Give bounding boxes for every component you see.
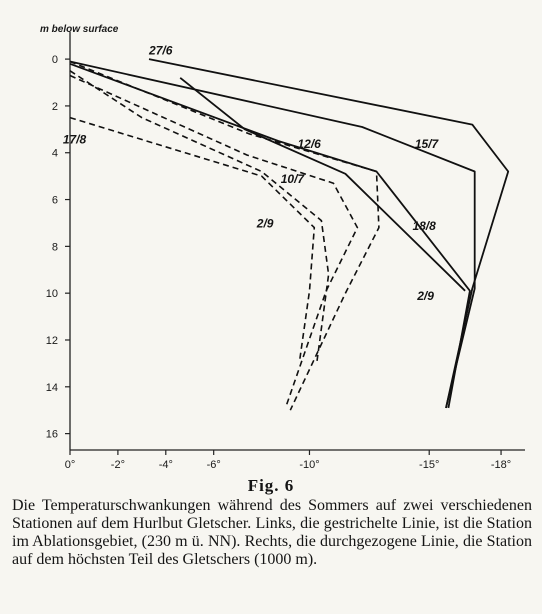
series-line-12-6-dashed [69,60,380,411]
series-line-2-9-solid [179,77,466,292]
y-tick-label: 14 [46,382,58,394]
y-tick-label: 10 [46,288,58,300]
series-line-15-7-solid [69,60,476,409]
temperature-depth-chart: m below surface 0 2 4 6 8 10 12 14 16 0° -2° -4° -6° -… [40,24,525,470]
figure-title: Fig. 6 [247,476,295,495]
series-label-12-6-dashed: 12/6 [298,137,322,151]
chart-axes: m below surface 0 2 4 6 8 10 12 14 16 0° -2° -4° -6° -… [40,24,525,470]
y-tick-label: 2 [52,101,58,113]
y-tick-label: 4 [52,148,58,160]
x-tick-label: -2° [111,459,125,470]
series-label-2-9-solid: 2/9 [416,289,434,303]
y-tick-label: 16 [46,429,58,441]
x-tick-label: -18° [491,459,511,470]
series-label-15-7-solid: 15/7 [415,137,440,151]
y-axis-label: m below surface [40,24,119,35]
series-label-18-8-solid: 18/8 [412,219,436,233]
chart-series [69,58,510,411]
series-line-2-9-dashed [69,70,330,364]
series-line-17-8-dashed [69,116,316,359]
figure-caption: Die Temperaturschwankungen während des S… [12,497,532,568]
series-line-10-7-dashed [69,74,359,409]
series-line-18-8-solid [69,62,471,409]
x-tick-label: -6° [207,459,221,470]
x-tick-label: 0° [65,459,76,470]
chart-series-labels: 27/6 15/7 18/8 2/9 12/6 10/7 2/9 17/8 [63,43,440,303]
y-tick-label: 8 [52,241,58,253]
series-label-2-9-dashed: 2/9 [256,217,274,231]
series-line-27-6-solid [148,58,510,409]
y-tick-label: 6 [52,195,58,207]
y-tick-label: 12 [46,335,58,347]
x-tick-label: -4° [159,459,173,470]
x-tick-label: -10° [299,459,319,470]
series-label-27-6-solid: 27/6 [148,43,173,57]
x-tick-label: -15° [419,459,439,470]
series-label-17-8-dashed: 17/8 [63,132,87,146]
series-label-10-7-dashed: 10/7 [281,172,306,186]
y-tick-label: 0 [52,54,58,66]
